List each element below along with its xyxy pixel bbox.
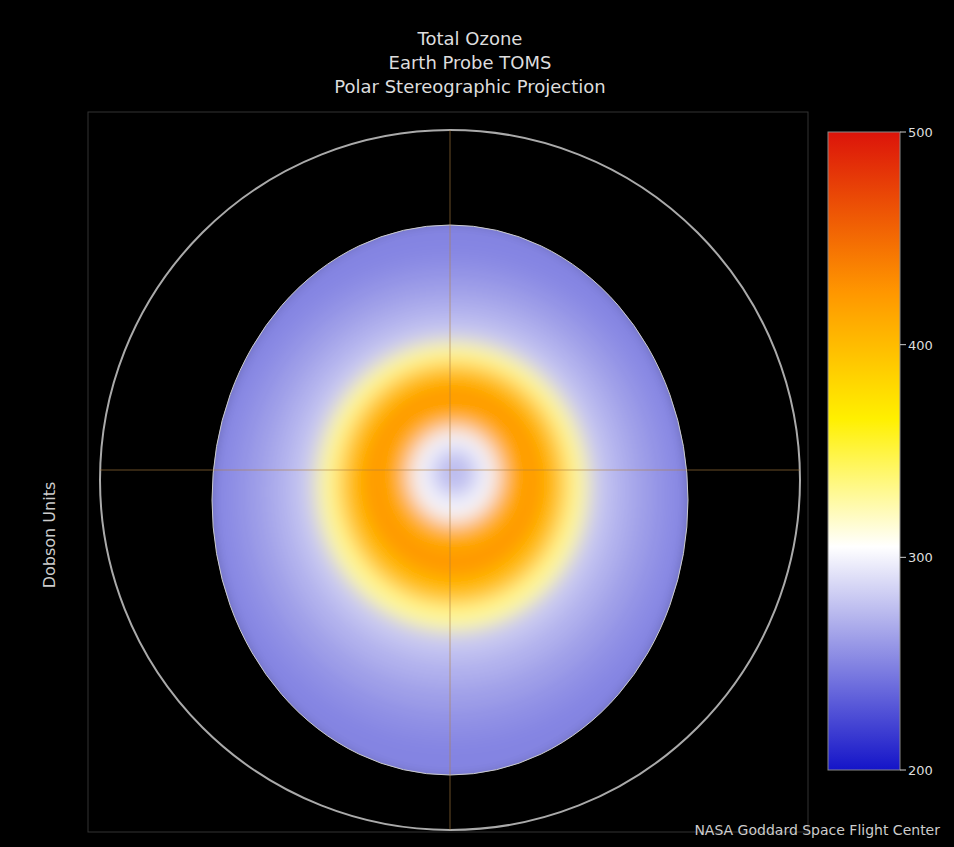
field-ring <box>362 384 544 577</box>
field-ring <box>246 277 655 712</box>
colorbar-tick-label: 400 <box>908 338 933 353</box>
colorbar-tick <box>900 770 906 771</box>
colorbar-tick <box>900 557 906 558</box>
colorbar-tick <box>900 344 906 345</box>
field-ring <box>293 320 611 658</box>
colorbar-tick-label: 500 <box>908 125 933 140</box>
colorbar-tick-label: 200 <box>908 763 933 778</box>
field-ring <box>409 427 500 524</box>
field-ring <box>339 363 566 605</box>
colorbar <box>828 132 900 770</box>
colorbar-tick-label: 300 <box>908 550 933 565</box>
title: Total Ozone <box>417 28 523 49</box>
meridian <box>100 470 800 471</box>
map-frame <box>88 112 808 832</box>
outer-circle <box>100 130 800 830</box>
credit: NASA Goddard Space Flight Center <box>694 822 940 838</box>
side-label: Dobson Units <box>40 482 59 589</box>
meridian <box>450 130 451 830</box>
field-ring <box>432 449 477 497</box>
title: Polar Stereographic Projection <box>334 76 605 97</box>
title: Earth Probe TOMS <box>389 52 552 73</box>
colorbar-tick <box>900 132 906 133</box>
field-ring <box>385 406 521 551</box>
field-ring <box>270 299 633 685</box>
field-ring <box>316 341 589 631</box>
background <box>0 0 954 847</box>
